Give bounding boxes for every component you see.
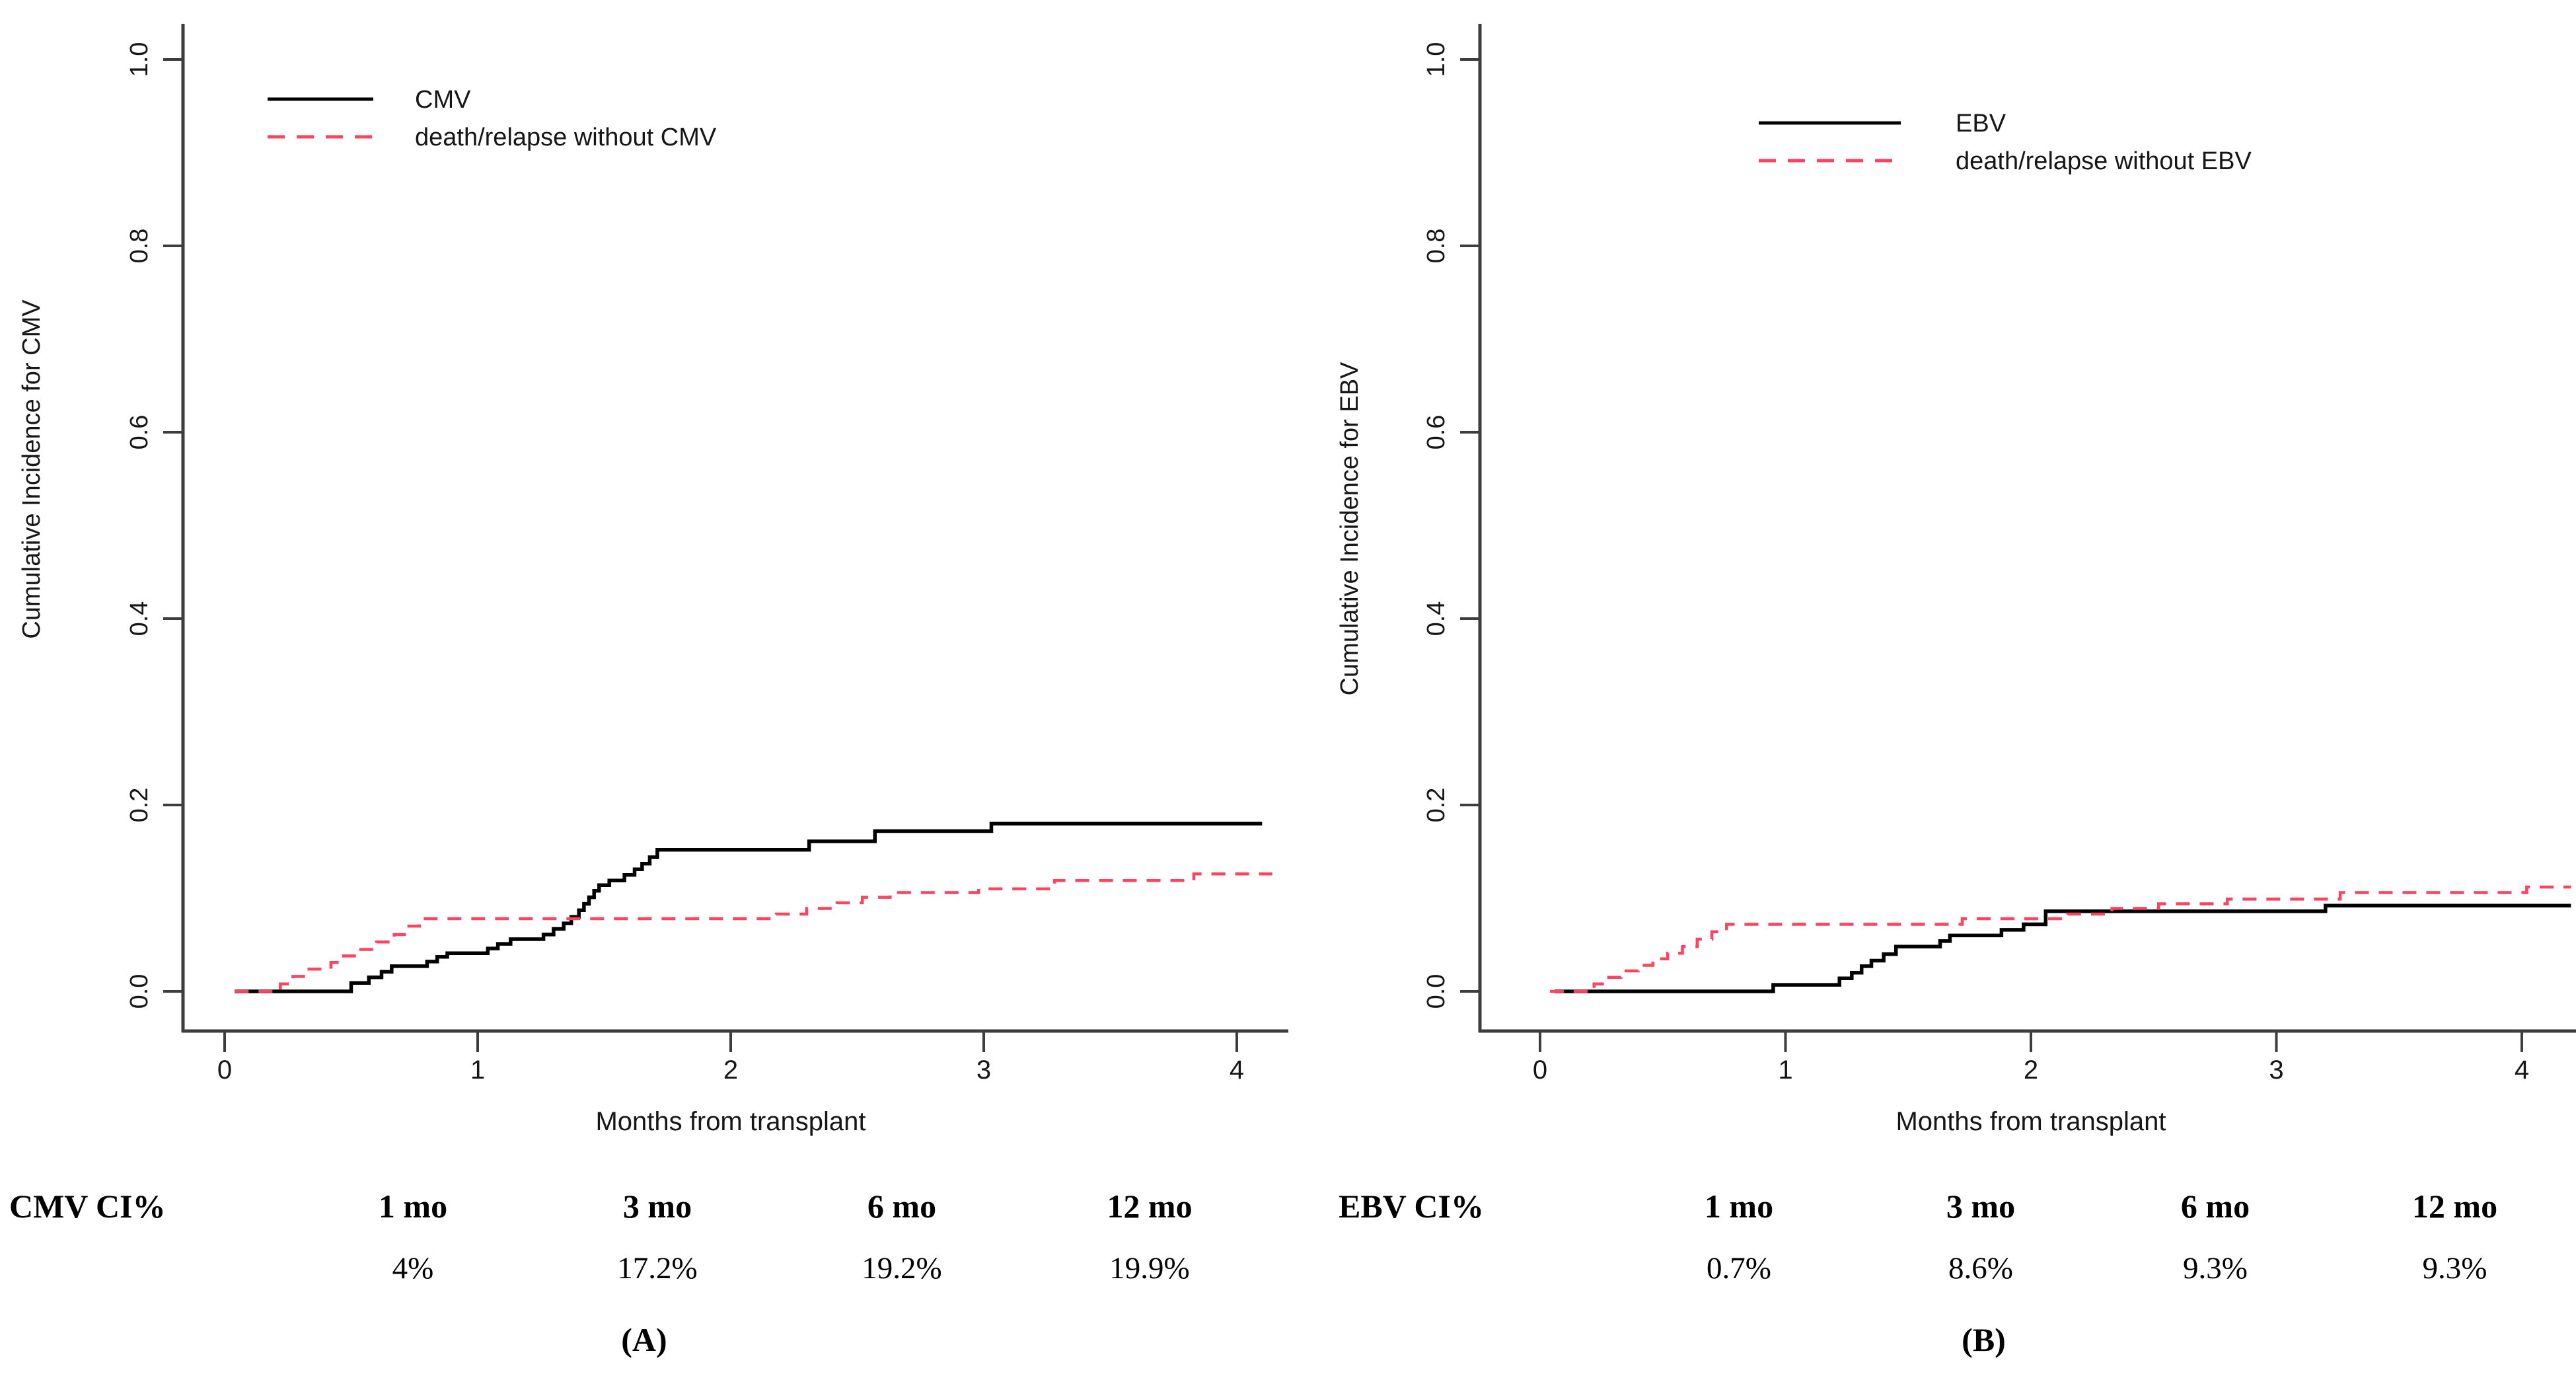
legend-label: death/relapse without EBV <box>1956 147 2252 175</box>
cmv-col-12mo: 12 mo <box>1107 1188 1193 1225</box>
y-tick-label: 0.0 <box>1422 974 1450 1009</box>
cmv-table-header-row: CMV CI% 1 mo 3 mo 6 mo 12 mo <box>0 1187 1288 1225</box>
y-tick-label: 0.6 <box>126 415 153 450</box>
x-tick-label: 3 <box>976 1055 991 1085</box>
y-tick-label: 1.0 <box>126 42 153 77</box>
series-curve-death-relapse-without-ebv <box>1549 885 2571 993</box>
panel-ebv: 0.0 0.2 0.4 0.6 0.8 1.0 0 1 2 3 4 Months from trans… <box>1288 0 2576 1380</box>
cmv-col-1mo: 1 mo <box>378 1188 448 1225</box>
x-tick-label: 0 <box>1533 1055 1547 1085</box>
cmv-col-3mo: 3 mo <box>622 1188 692 1225</box>
x-tick-label: 0 <box>217 1055 232 1085</box>
x-tick-label: 4 <box>2515 1055 2529 1085</box>
y-tick-label: 0.4 <box>1422 601 1450 636</box>
cmv-ci-6mo: 19.2% <box>862 1251 942 1285</box>
x-axis-title: Months from transplant <box>595 1107 865 1136</box>
ebv-col-3mo: 3 mo <box>1946 1188 2016 1225</box>
y-tick-label: 0.8 <box>1422 229 1450 264</box>
legend-label: death/relapse without CMV <box>415 124 717 151</box>
y-axis-title: Cumulative Incidence for EBV <box>1336 362 1364 695</box>
y-tick-label: 1.0 <box>1422 42 1450 77</box>
legend-label: CMV <box>415 86 471 114</box>
ebv-ci-3mo: 8.6% <box>1948 1251 2013 1285</box>
y-axis-title: Cumulative Incidence for CMV <box>18 299 46 639</box>
panel-cmv: 0.0 0.2 0.4 0.6 0.8 1.0 0 1 2 3 4 Months from trans… <box>0 24 1288 1358</box>
y-tick-label: 0.2 <box>126 788 153 823</box>
cmv-ci-1mo: 4% <box>392 1251 434 1285</box>
x-tick-label: 2 <box>723 1055 738 1085</box>
ebv-chart-plot: 0.0 0.2 0.4 0.6 0.8 1.0 0 1 2 3 4 Months from trans… <box>1336 24 2576 1136</box>
ebv-table-value-row: 0.7% 8.6% 9.3% 9.3% <box>1288 1250 2576 1286</box>
cmv-ci-3mo: 17.2% <box>617 1251 698 1285</box>
y-tick-label: 0.2 <box>1422 788 1450 823</box>
ebv-col-6mo: 6 mo <box>2180 1188 2250 1225</box>
cmv-ci-12mo: 19.9% <box>1109 1251 1190 1285</box>
ebv-ci-6mo: 9.3% <box>2183 1251 2248 1285</box>
x-axis-title: Months from transplant <box>1895 1107 2166 1136</box>
ebv-ci-12mo: 9.3% <box>2422 1251 2487 1285</box>
cmv-table-value-row: 4% 17.2% 19.2% 19.9% <box>0 1250 1288 1286</box>
ebv-table-row-label: EBV CI% <box>1339 1188 1484 1225</box>
cmv-chart-plot: 0.0 0.2 0.4 0.6 0.8 1.0 0 1 2 3 4 Months from trans… <box>18 24 1288 1136</box>
ebv-col-1mo: 1 mo <box>1704 1188 1774 1225</box>
y-tick-label: 0.4 <box>126 601 153 636</box>
x-tick-label: 4 <box>1230 1055 1244 1085</box>
y-tick-label: 0.6 <box>1422 415 1450 450</box>
series-curve-death-relapse-without-cmv <box>235 872 1272 993</box>
ebv-table-header-row: EBV CI% 1 mo 3 mo 6 mo 12 mo <box>1288 1187 2576 1225</box>
x-tick-label: 3 <box>2269 1055 2283 1085</box>
panel-b-caption: (B) <box>1962 1321 2006 1358</box>
x-tick-label: 2 <box>2024 1055 2038 1085</box>
panel-a-caption: (A) <box>621 1321 667 1358</box>
legend-label: EBV <box>1956 110 2006 137</box>
cmv-col-6mo: 6 mo <box>867 1188 937 1225</box>
cmv-table-row-label: CMV CI% <box>9 1188 166 1225</box>
x-tick-label: 1 <box>470 1055 485 1085</box>
ebv-ci-1mo: 0.7% <box>1707 1251 1771 1285</box>
x-tick-label: 1 <box>1778 1055 1792 1085</box>
y-tick-label: 0.0 <box>126 974 153 1009</box>
y-tick-label: 0.8 <box>126 229 153 264</box>
series-curve-cmv <box>235 822 1263 993</box>
series-curve-ebv <box>1555 903 2571 993</box>
ebv-col-12mo: 12 mo <box>2411 1188 2498 1225</box>
